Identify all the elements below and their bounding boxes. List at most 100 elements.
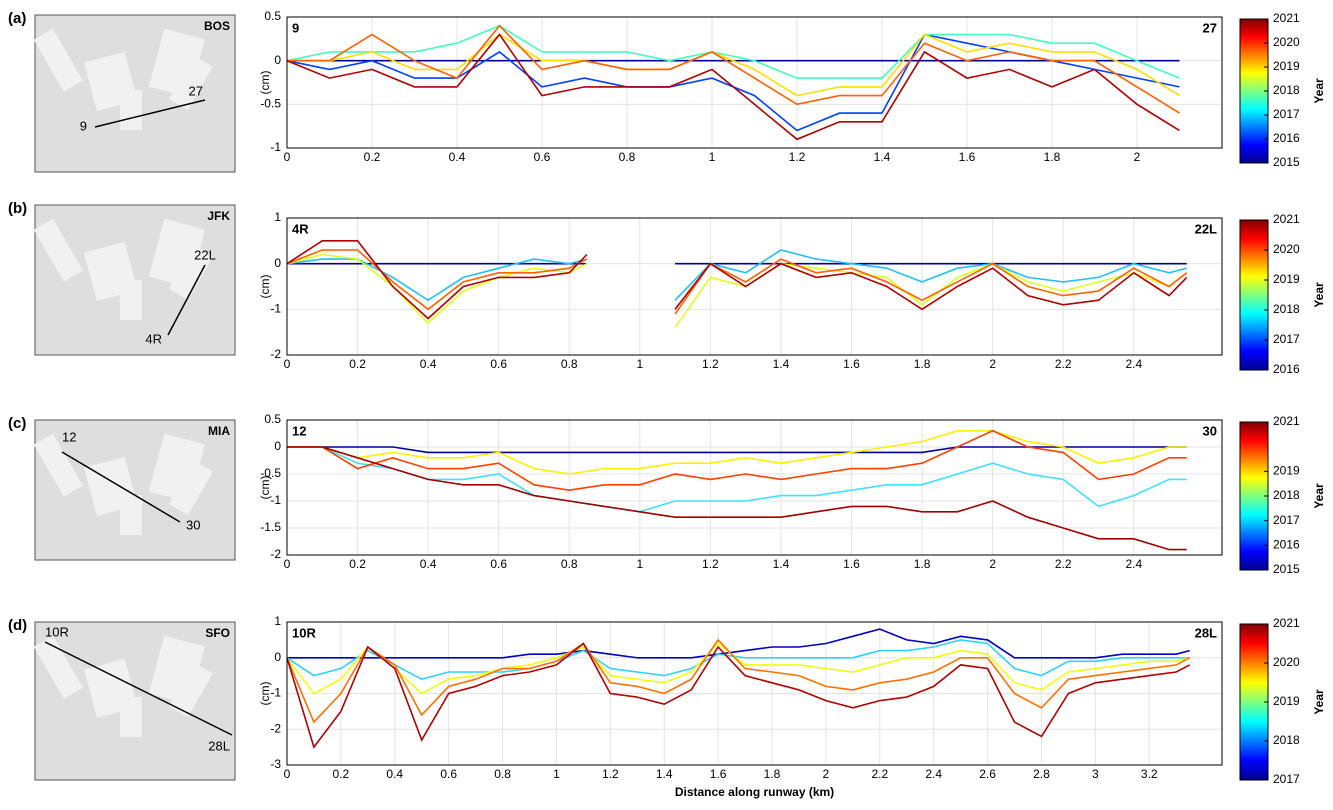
map-feature xyxy=(120,90,142,130)
x-tick-label: 1.8 xyxy=(764,767,781,781)
y-tick-label: 0 xyxy=(274,256,281,270)
x-tick-label: 1 xyxy=(553,767,560,781)
colorbar-tick-label: 2021 xyxy=(1273,212,1300,226)
y-tick-label: 0 xyxy=(274,650,281,664)
plot-end-label: 9 xyxy=(292,20,299,35)
colorbar xyxy=(1240,624,1268,780)
x-tick-label: 0.6 xyxy=(534,150,551,164)
plot-end-label: 22L xyxy=(1195,221,1217,236)
y-tick-label: -2 xyxy=(270,347,281,361)
colorbar-tick-label: 2018 xyxy=(1273,302,1300,316)
x-tick-label: 0 xyxy=(284,767,291,781)
y-tick-label: -3 xyxy=(270,757,281,771)
colorbar-tick-label: 2016 xyxy=(1273,131,1300,145)
runway-end-label: 4R xyxy=(145,331,162,346)
colorbar-tick-label: 2017 xyxy=(1273,107,1300,121)
x-tick-label: 1.8 xyxy=(1044,150,1061,164)
x-tick-label: 1.2 xyxy=(789,150,806,164)
y-tick-label: -1 xyxy=(270,302,281,316)
colorbar xyxy=(1240,19,1268,163)
x-tick-label: 0.8 xyxy=(619,150,636,164)
y-tick-label: -2 xyxy=(270,547,281,561)
x-tick-label: 2.2 xyxy=(871,767,888,781)
runway-end-label: 9 xyxy=(80,118,87,133)
x-tick-label: 1.2 xyxy=(702,557,719,571)
plot-end-label: 30 xyxy=(1203,423,1217,438)
y-axis-label: (cm) xyxy=(258,682,272,706)
colorbar-tick-label: 2021 xyxy=(1273,414,1300,428)
map-feature xyxy=(120,697,142,737)
runway-end-label: 30 xyxy=(186,517,200,532)
runway-end-label: 28L xyxy=(208,738,230,753)
colorbar-tick-label: 2018 xyxy=(1273,733,1300,747)
map-feature xyxy=(120,280,142,320)
site-label: SFO xyxy=(205,626,230,640)
x-tick-label: 2.2 xyxy=(1055,357,1072,371)
colorbar-tick-label: 2018 xyxy=(1273,488,1300,502)
x-tick-label: 1.6 xyxy=(843,557,860,571)
x-tick-label: 0 xyxy=(284,357,291,371)
y-axis-label: (cm) xyxy=(258,476,272,500)
x-tick-label: 1.4 xyxy=(773,357,790,371)
colorbar-tick-label: 2019 xyxy=(1273,694,1300,708)
plot-end-label: 4R xyxy=(292,221,309,236)
colorbar-tick-label: 2016 xyxy=(1273,362,1300,376)
plot-area xyxy=(287,420,1222,555)
colorbar-tick-label: 2016 xyxy=(1273,538,1300,552)
y-axis-label: (cm) xyxy=(258,71,272,95)
map-feature xyxy=(120,495,142,535)
x-tick-label: 2 xyxy=(1134,150,1141,164)
x-tick-label: 0.4 xyxy=(449,150,466,164)
y-tick-label: -0.5 xyxy=(260,97,281,111)
colorbar-tick-label: 2021 xyxy=(1273,11,1300,25)
x-tick-label: 3.2 xyxy=(1141,767,1158,781)
colorbar xyxy=(1240,220,1268,370)
site-label: JFK xyxy=(207,209,230,223)
x-tick-label: 0.4 xyxy=(386,767,403,781)
x-tick-label: 0.6 xyxy=(490,557,507,571)
y-tick-label: 0 xyxy=(274,53,281,67)
x-tick-label: 0.8 xyxy=(561,557,578,571)
x-tick-label: 2.8 xyxy=(1033,767,1050,781)
runway-end-label: 27 xyxy=(189,83,203,98)
x-tick-label: 1.6 xyxy=(843,357,860,371)
x-tick-label: 0.4 xyxy=(420,357,437,371)
site-label: BOS xyxy=(204,19,230,33)
runway-end-label: 12 xyxy=(62,429,76,444)
y-tick-label: 1 xyxy=(274,614,281,628)
x-tick-label: 0.8 xyxy=(494,767,511,781)
x-tick-label: 2.2 xyxy=(1055,557,1072,571)
site-label: MIA xyxy=(208,424,230,438)
y-tick-label: 0.5 xyxy=(264,9,281,23)
x-tick-label: 1 xyxy=(709,150,716,164)
colorbar-tick-label: 2017 xyxy=(1273,332,1300,346)
y-axis-label: (cm) xyxy=(258,275,272,299)
colorbar-tick-label: 2020 xyxy=(1273,35,1300,49)
y-tick-label: -2 xyxy=(270,721,281,735)
panel-label: (d) xyxy=(8,617,27,634)
x-tick-label: 2.6 xyxy=(979,767,996,781)
x-tick-label: 0.2 xyxy=(349,357,366,371)
colorbar xyxy=(1240,422,1268,570)
x-tick-label: 1 xyxy=(636,357,643,371)
x-tick-label: 0.8 xyxy=(561,357,578,371)
x-tick-label: 1.6 xyxy=(959,150,976,164)
x-axis-label: Distance along runway (km) xyxy=(675,785,834,799)
y-tick-label: 0.5 xyxy=(264,412,281,426)
y-tick-label: -1.5 xyxy=(260,520,281,534)
x-tick-label: 0.6 xyxy=(490,357,507,371)
x-tick-label: 0 xyxy=(284,557,291,571)
x-tick-label: 2.4 xyxy=(1125,357,1142,371)
x-tick-label: 2 xyxy=(989,557,996,571)
colorbar-label: Year xyxy=(1312,282,1326,308)
colorbar-tick-label: 2021 xyxy=(1273,616,1300,630)
x-tick-label: 1.6 xyxy=(710,767,727,781)
x-tick-label: 2 xyxy=(989,357,996,371)
x-tick-label: 0.4 xyxy=(420,557,437,571)
plot-end-label: 12 xyxy=(292,423,306,438)
colorbar-label: Year xyxy=(1312,689,1326,715)
panel-label: (c) xyxy=(8,415,26,432)
x-tick-label: 1.8 xyxy=(914,357,931,371)
x-tick-label: 0.2 xyxy=(333,767,350,781)
panel-label: (a) xyxy=(8,10,26,27)
